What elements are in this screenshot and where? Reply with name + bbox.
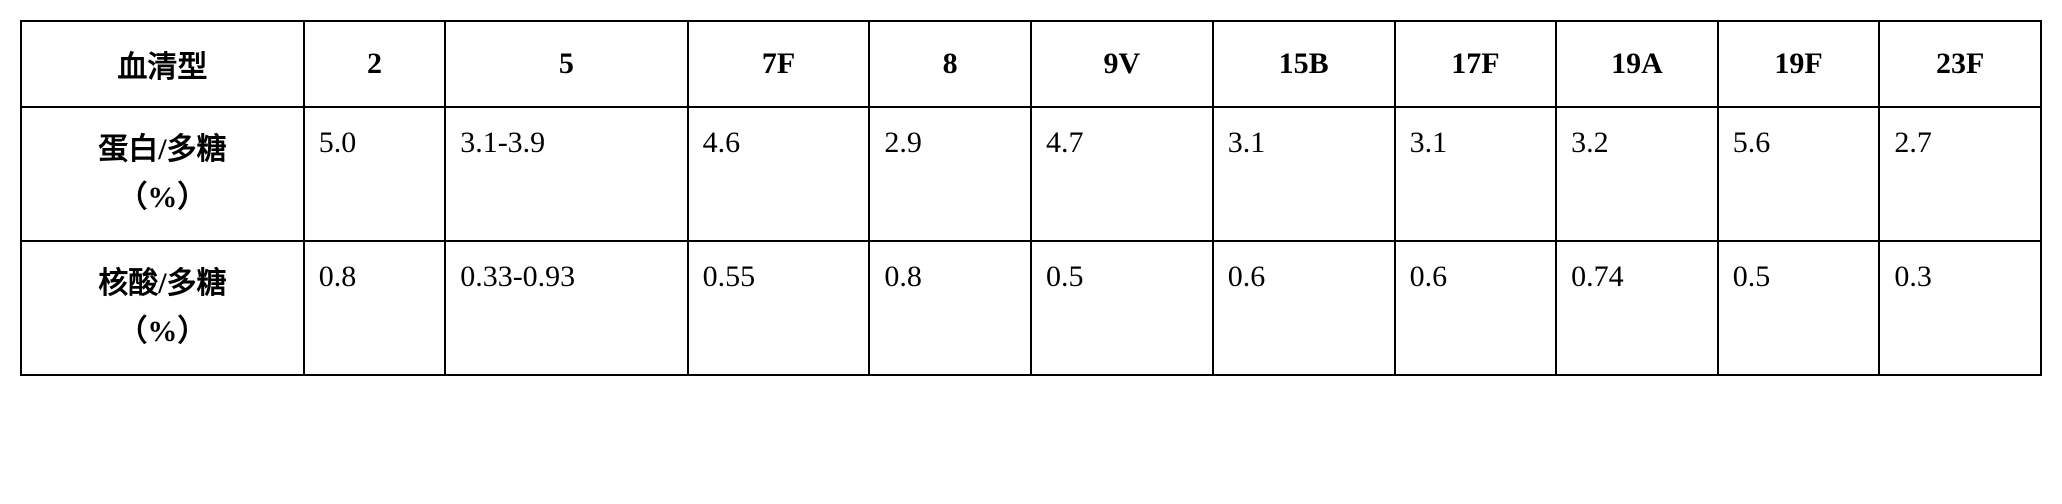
cell-protein-17f: 3.1	[1395, 107, 1557, 241]
col-header-19f: 19F	[1718, 21, 1880, 107]
cell-protein-15b: 3.1	[1213, 107, 1395, 241]
cell-nucleic-19f: 0.5	[1718, 241, 1880, 375]
row-header-nucleic: 核酸/多糖 （%）	[21, 241, 304, 375]
serotype-data-table: 血清型 2 5 7F 8 9V 15B 17F 19A 19F 23F 蛋白/多…	[20, 20, 2042, 376]
row-header-protein: 蛋白/多糖 （%）	[21, 107, 304, 241]
cell-nucleic-8: 0.8	[869, 241, 1031, 375]
col-header-9v: 9V	[1031, 21, 1213, 107]
cell-protein-2: 5.0	[304, 107, 445, 241]
col-header-15b: 15B	[1213, 21, 1395, 107]
table-header-row: 血清型 2 5 7F 8 9V 15B 17F 19A 19F 23F	[21, 21, 2041, 107]
serotype-table-container: 血清型 2 5 7F 8 9V 15B 17F 19A 19F 23F 蛋白/多…	[20, 20, 2042, 376]
cell-nucleic-2: 0.8	[304, 241, 445, 375]
cell-protein-9v: 4.7	[1031, 107, 1213, 241]
cell-protein-5: 3.1-3.9	[445, 107, 687, 241]
cell-protein-19a: 3.2	[1556, 107, 1718, 241]
cell-protein-23f: 2.7	[1879, 107, 2041, 241]
col-header-17f: 17F	[1395, 21, 1557, 107]
cell-nucleic-5: 0.33-0.93	[445, 241, 687, 375]
col-header-8: 8	[869, 21, 1031, 107]
table-row: 核酸/多糖 （%） 0.8 0.33-0.93 0.55 0.8 0.5 0.6…	[21, 241, 2041, 375]
cell-nucleic-9v: 0.5	[1031, 241, 1213, 375]
cell-protein-19f: 5.6	[1718, 107, 1880, 241]
row-header-line2: （%）	[117, 315, 207, 348]
cell-protein-8: 2.9	[869, 107, 1031, 241]
cell-nucleic-15b: 0.6	[1213, 241, 1395, 375]
col-header-2: 2	[304, 21, 445, 107]
cell-nucleic-19a: 0.74	[1556, 241, 1718, 375]
cell-nucleic-17f: 0.6	[1395, 241, 1557, 375]
cell-nucleic-23f: 0.3	[1879, 241, 2041, 375]
col-header-5: 5	[445, 21, 687, 107]
row-header-line2: （%）	[117, 181, 207, 214]
col-header-19a: 19A	[1556, 21, 1718, 107]
col-header-23f: 23F	[1879, 21, 2041, 107]
col-header-7f: 7F	[688, 21, 870, 107]
cell-nucleic-7f: 0.55	[688, 241, 870, 375]
table-row: 蛋白/多糖 （%） 5.0 3.1-3.9 4.6 2.9 4.7 3.1 3.…	[21, 107, 2041, 241]
col-header-serotype: 血清型	[21, 21, 304, 107]
row-header-line1: 蛋白/多糖	[98, 133, 226, 166]
row-header-line1: 核酸/多糖	[98, 267, 226, 300]
cell-protein-7f: 4.6	[688, 107, 870, 241]
